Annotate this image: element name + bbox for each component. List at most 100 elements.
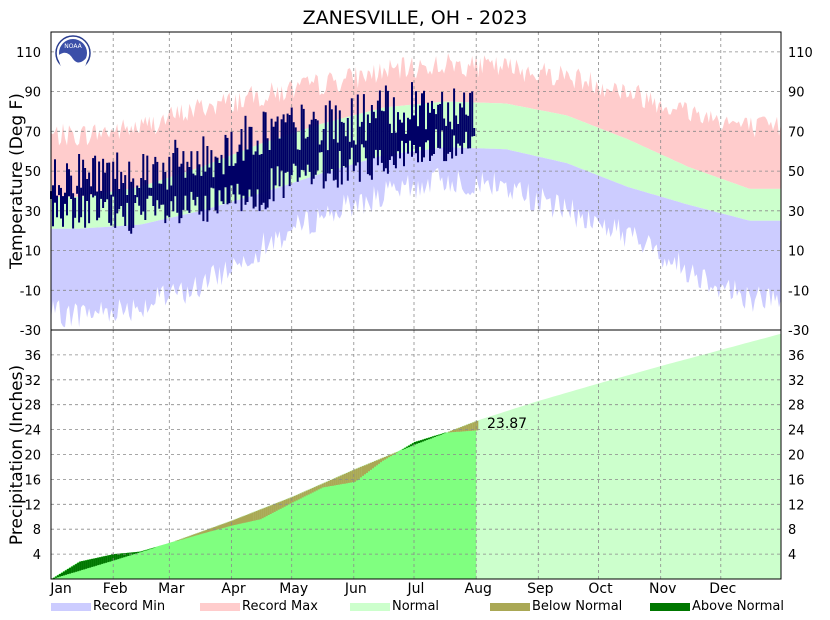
precip-below-normal-bar bbox=[207, 529, 210, 532]
month-label: Jun bbox=[344, 581, 367, 597]
precip-above-normal-bar bbox=[418, 440, 421, 443]
precip-below-normal-bar bbox=[474, 421, 477, 431]
precip-below-normal-bar bbox=[391, 453, 394, 455]
legend-swatch-above-normal bbox=[650, 603, 690, 611]
precip-below-normal-bar bbox=[353, 469, 356, 482]
precip-below-normal-bar bbox=[289, 497, 292, 504]
precip-tick-label-right: 20 bbox=[788, 449, 805, 464]
precip-above-normal-bar bbox=[426, 438, 429, 440]
precip-above-normal-bar bbox=[404, 447, 407, 449]
legend-label-record-max: Record Max bbox=[242, 599, 318, 614]
temp-tick-label-right: 70 bbox=[788, 125, 805, 140]
temp-tick-label-left: -30 bbox=[20, 324, 41, 339]
legend-swatch-record-max bbox=[200, 603, 240, 611]
precip-frame bbox=[50, 329, 782, 580]
precip-below-normal-bar bbox=[283, 500, 286, 507]
precip-tick-label-left: 24 bbox=[24, 424, 41, 439]
precip-below-normal-bar bbox=[452, 430, 455, 433]
precip-tick-label-left: 4 bbox=[33, 548, 41, 563]
precip-left-ticks: 4 8 12 16 20 24 28 32 36 bbox=[24, 349, 41, 563]
temp-tick-label-left: 110 bbox=[16, 46, 41, 61]
month-label: Jan bbox=[49, 581, 72, 597]
precip-above-normal-bar bbox=[97, 557, 100, 566]
precip-above-normal-bar bbox=[77, 562, 80, 572]
precip-below-normal-bar bbox=[472, 422, 475, 431]
precip-above-normal-bar bbox=[91, 558, 94, 567]
temp-observed-series bbox=[50, 82, 476, 234]
precip-below-normal-bar bbox=[191, 534, 194, 537]
temp-left-ticks: -30 -10 10 30 50 70 90 110 bbox=[16, 46, 41, 339]
precip-above-normal-bar bbox=[408, 445, 411, 448]
precip-below-normal-bar bbox=[243, 515, 246, 523]
precip-above-normal-bar bbox=[85, 560, 88, 569]
precip-below-normal-bar bbox=[185, 537, 188, 539]
precip-above-normal-bar bbox=[71, 566, 74, 573]
precip-above-normal-bar bbox=[67, 569, 70, 575]
precip-above-normal-bar bbox=[83, 560, 86, 570]
precip-below-normal-bar bbox=[375, 460, 378, 466]
precip-above-normal-bar bbox=[424, 438, 427, 441]
precip-tick-label-right: 4 bbox=[788, 548, 796, 563]
precip-tick-label-right: 28 bbox=[788, 399, 805, 414]
legend-swatch-normal bbox=[350, 603, 390, 611]
precip-tick-label-right: 16 bbox=[788, 473, 805, 488]
precip-below-normal-bar bbox=[315, 486, 318, 491]
month-label: Aug bbox=[465, 581, 492, 597]
precip-below-normal-bar bbox=[291, 496, 294, 503]
precip-below-normal-bar bbox=[383, 457, 386, 460]
precip-below-normal-bar bbox=[355, 468, 358, 481]
precip-above-normal-bar bbox=[69, 567, 72, 574]
legend-label-above-normal: Above Normal bbox=[692, 599, 784, 614]
precip-above-normal-bar bbox=[145, 549, 148, 551]
precip-below-normal-bar bbox=[381, 457, 384, 461]
precip-grid bbox=[51, 330, 781, 579]
precip-below-normal-bar bbox=[177, 540, 180, 541]
precip-below-normal-bar bbox=[267, 506, 270, 515]
month-labels: Jan Feb Mar Apr May Jun Jul Aug Sep Oct Nov Dec bbox=[49, 581, 736, 597]
precip-above-normal-bar bbox=[113, 554, 116, 561]
precip-below-normal-bar bbox=[317, 485, 320, 490]
precip-above-normal-bar bbox=[53, 577, 56, 579]
precip-below-normal-bar bbox=[227, 521, 230, 527]
precip-above-normal-bar bbox=[63, 571, 66, 576]
precip-below-normal-bar bbox=[313, 487, 316, 492]
precip-below-normal-bar bbox=[395, 452, 398, 453]
precip-below-normal-bar bbox=[273, 503, 276, 512]
precip-below-normal-bar bbox=[337, 476, 340, 485]
month-label: Nov bbox=[649, 581, 676, 597]
precip-above-normal-bar bbox=[442, 433, 445, 434]
precip-tick-label-right: 32 bbox=[788, 374, 805, 389]
precip-below-normal-bar bbox=[237, 518, 240, 525]
precip-below-normal-bar bbox=[387, 455, 390, 458]
precip-below-normal-bar bbox=[367, 463, 370, 472]
precip-above-normal-bar bbox=[135, 552, 138, 554]
precip-tick-label-left: 36 bbox=[24, 349, 41, 364]
precip-below-normal-bar bbox=[261, 508, 264, 519]
precip-below-normal-bar bbox=[179, 539, 182, 540]
precip-above-normal-bar bbox=[75, 564, 78, 572]
precip-below-normal-bar bbox=[371, 462, 374, 469]
temp-tick-label-right: 50 bbox=[788, 165, 805, 180]
precip-below-normal-bar bbox=[321, 483, 324, 488]
precip-below-normal-bar bbox=[466, 424, 469, 432]
precip-above-normal-bar bbox=[79, 561, 82, 571]
precip-above-normal-bar bbox=[139, 551, 142, 553]
precip-below-normal-bar bbox=[239, 517, 242, 524]
precip-below-normal-bar bbox=[325, 481, 328, 487]
precip-below-normal-bar bbox=[231, 520, 234, 526]
precip-below-normal-bar bbox=[225, 522, 228, 528]
precip-above-normal-bar bbox=[87, 559, 90, 569]
precip-above-normal-bar bbox=[127, 552, 130, 556]
precip-below-normal-bar bbox=[203, 530, 206, 534]
precip-above-normal-bar bbox=[430, 437, 433, 439]
precip-above-normal-bar bbox=[420, 440, 423, 443]
precip-below-normal-bar bbox=[265, 507, 268, 517]
precip-below-normal-bar bbox=[373, 461, 376, 467]
precip-above-normal-bar bbox=[73, 565, 76, 573]
precip-below-normal-bar bbox=[393, 452, 396, 454]
precip-above-normal-bar bbox=[117, 553, 120, 560]
precip-above-normal-bar bbox=[410, 444, 413, 447]
precip-below-normal-bar bbox=[359, 466, 362, 478]
precip-below-normal-bar bbox=[189, 535, 192, 538]
